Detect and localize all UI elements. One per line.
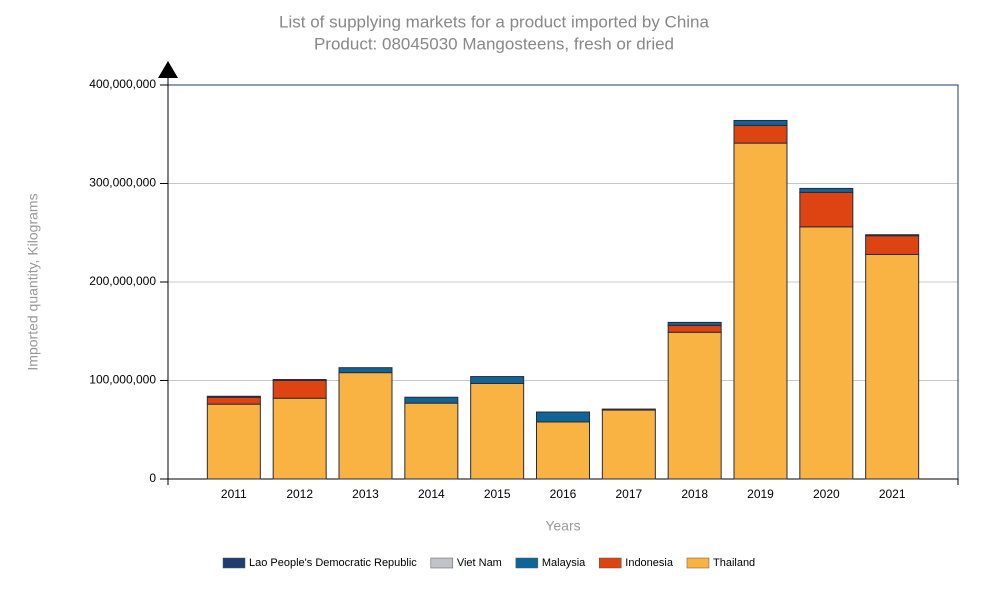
x-tick-label: 2021 [879,487,906,501]
x-tick-label: 2012 [286,487,313,501]
bar-segment [272,380,327,399]
y-tick-label: 300,000,000 [89,176,156,190]
x-tick-label: 2015 [484,487,511,501]
bar-segment [865,235,920,255]
legend-swatch [599,557,622,569]
bar-segment [404,396,459,404]
bar-segment [338,372,393,480]
legend-swatch [686,557,710,569]
legend-label: Malaysia [542,557,586,569]
axis-arrow [158,61,178,78]
bar-segment [404,402,459,480]
bar-segment [206,403,261,480]
y-tick-label: 200,000,000 [89,274,156,288]
bar-segment [536,411,590,423]
legend-swatch [222,557,246,569]
x-tick-label: 2011 [221,487,247,501]
x-tick-label: 2016 [550,487,577,501]
bar-segment [733,142,788,480]
legend-label: Indonesia [625,557,674,569]
legend-label: Thailand [713,557,755,569]
bar-segment [667,321,722,326]
legend-swatch [515,557,539,569]
legend-label: Viet Nam [457,557,502,569]
bar-segment [470,382,525,480]
bar-segment [536,421,590,480]
bar-segment [206,395,261,398]
bar-segment [733,119,788,126]
bar-segment [667,324,722,333]
bar-segment [865,234,920,237]
legend-label: Lao People's Democratic Republic [249,557,417,569]
bar-segment [272,397,327,480]
legend-swatch [430,557,454,569]
bar-segment [799,226,854,480]
bar-segment [799,187,854,193]
bar-segment [733,124,788,144]
bar-segment [470,376,525,384]
x-tick-label: 2017 [615,487,642,501]
bar-segment [601,409,656,480]
y-tick-label: 400,000,000 [89,77,156,91]
x-tick-label: 2014 [418,487,445,501]
bar-segment [338,367,393,374]
bar-segment [799,191,854,228]
chart-subtitle: Product: 08045030 Mangosteens, fresh or … [314,34,674,53]
bar-segment [601,408,656,411]
y-tick-label: 0 [149,471,156,485]
x-tick-label: 2013 [352,487,379,501]
x-tick-label: 2019 [747,487,774,501]
bar-segment [206,396,261,405]
y-tick-label: 100,000,000 [89,373,156,387]
bar-segment [667,331,722,480]
bar-segment [272,379,327,382]
bar-segment [865,253,920,480]
x-axis-label: Years [545,518,580,534]
chart-title: List of supplying markets for a product … [279,12,709,31]
x-tick-label: 2018 [681,487,708,501]
x-tick-label: 2020 [813,487,840,501]
y-axis-label: Imported quantity, Kilograms [25,193,41,370]
